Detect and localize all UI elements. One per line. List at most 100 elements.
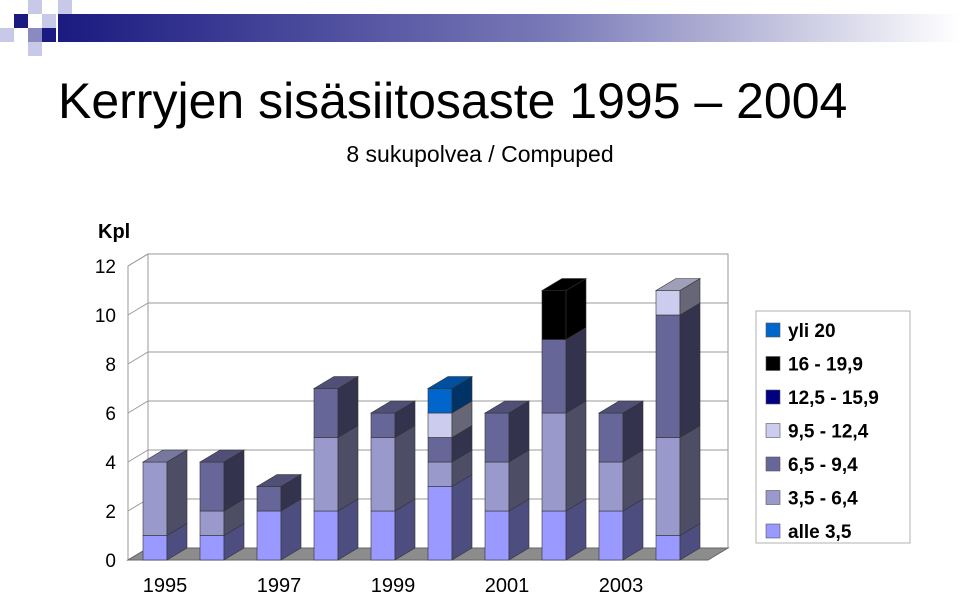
y-tick-label: 12 (95, 257, 116, 278)
header-square (58, 0, 72, 14)
header-square (28, 0, 42, 14)
y-tick-label: 0 (105, 551, 116, 572)
bar-segment-side (679, 424, 701, 537)
legend-swatch (765, 456, 781, 472)
bar-segment (199, 461, 225, 512)
bar-group (654, 277, 702, 561)
y-gridline (127, 253, 728, 267)
bar-group (597, 400, 645, 561)
y-gridline (127, 400, 728, 414)
bar-segment-side (679, 302, 701, 439)
header-square (42, 28, 56, 42)
bar-group (540, 277, 588, 561)
bar-segment (484, 510, 510, 561)
bar-segment (655, 314, 681, 438)
bar-segment (313, 510, 339, 561)
bar-segment (541, 510, 567, 561)
bar-segment (541, 339, 567, 414)
legend-label: 6,5 - 9,4 (788, 455, 858, 476)
bar-segment (313, 388, 339, 438)
header-square (14, 14, 28, 28)
bar-segment (199, 510, 225, 536)
bar-top (255, 474, 303, 487)
bar-segment (598, 412, 624, 463)
header-square (28, 42, 42, 56)
bar-segment (541, 412, 567, 512)
legend-label: 12,5 - 15,9 (788, 388, 879, 409)
bar-segment (370, 412, 396, 438)
bar-segment (598, 510, 624, 561)
bar-segment (427, 412, 453, 438)
legend-swatch (765, 389, 781, 405)
bar-group (198, 449, 246, 561)
header-square (28, 28, 42, 42)
y-axis-label: Kpl (98, 221, 130, 243)
bar-top (597, 400, 645, 414)
bar-top (312, 376, 360, 389)
legend-swatch (765, 523, 781, 539)
bar-group (141, 449, 189, 561)
slide-title: Kerryjen sisäsiitosaste 1995 – 2004 (58, 73, 848, 129)
y-gridline (127, 351, 728, 365)
bar-group (426, 375, 474, 561)
bar-group (483, 400, 531, 561)
bar-segment (598, 461, 624, 512)
y-tick-label: 4 (105, 453, 116, 474)
y-tick-label: 8 (105, 355, 116, 376)
bar-top (369, 400, 417, 414)
header-gradient-bar (58, 14, 960, 42)
bar-segment (484, 412, 510, 463)
bar-segment (370, 510, 396, 561)
header-square (0, 28, 14, 42)
slide-header-decoration (0, 0, 960, 56)
bar-top (483, 400, 531, 414)
y-gridline (127, 302, 728, 316)
bar-segment-side (565, 326, 587, 414)
x-tick-label: 1995 (143, 575, 188, 594)
bar-top (654, 278, 702, 291)
bar-segment (427, 437, 453, 463)
legend-label: 3,5 - 6,4 (788, 489, 858, 510)
bar-top (198, 449, 246, 463)
bar-top (141, 449, 189, 463)
bar-top (426, 376, 474, 389)
legend-box (755, 310, 911, 544)
y-tick-label: 2 (105, 502, 116, 523)
bar-segment-side (337, 424, 359, 512)
bar-segment (427, 486, 453, 561)
bar-group (369, 400, 417, 561)
bar-segment (427, 461, 453, 487)
x-tick-label: 1999 (371, 575, 416, 594)
x-tick-label: 1997 (257, 575, 302, 594)
bar-segment (199, 535, 225, 561)
legend-label: alle 3,5 (788, 522, 852, 543)
bar-group (255, 473, 303, 561)
bar-segment (484, 461, 510, 512)
legend-swatch (765, 356, 781, 371)
x-tick-label: 2001 (485, 575, 530, 594)
legend-label: 16 - 19,9 (788, 355, 863, 376)
bar-top (540, 278, 588, 291)
y-tick-label: 6 (105, 404, 116, 425)
bar-segment (655, 437, 681, 536)
bar-segment (655, 290, 681, 316)
legend-swatch (765, 423, 781, 438)
y-gridline (127, 449, 728, 463)
bar-segment (313, 437, 339, 512)
legend-label: yli 20 (788, 321, 836, 342)
bar-segment (256, 486, 282, 512)
bar-segment-side (451, 473, 473, 561)
bar-segment-side (394, 424, 416, 512)
bar-segment (541, 290, 567, 340)
bar-segment (427, 388, 453, 414)
bar-segment-side (565, 400, 587, 512)
bar-segment (655, 535, 681, 561)
x-tick-label: 2003 (599, 575, 644, 594)
bar-segment (142, 461, 168, 536)
legend-label: 9,5 - 12,4 (788, 422, 869, 443)
chart-legend: yli 20 16 - 19,9 12,5 - 15,9 9,5 - 12,4 6,5 … (755, 310, 911, 544)
legend-swatch (765, 490, 781, 505)
bar-segment (370, 437, 396, 512)
slide-subtitle: 8 sukupolvea / Compuped (346, 141, 614, 167)
